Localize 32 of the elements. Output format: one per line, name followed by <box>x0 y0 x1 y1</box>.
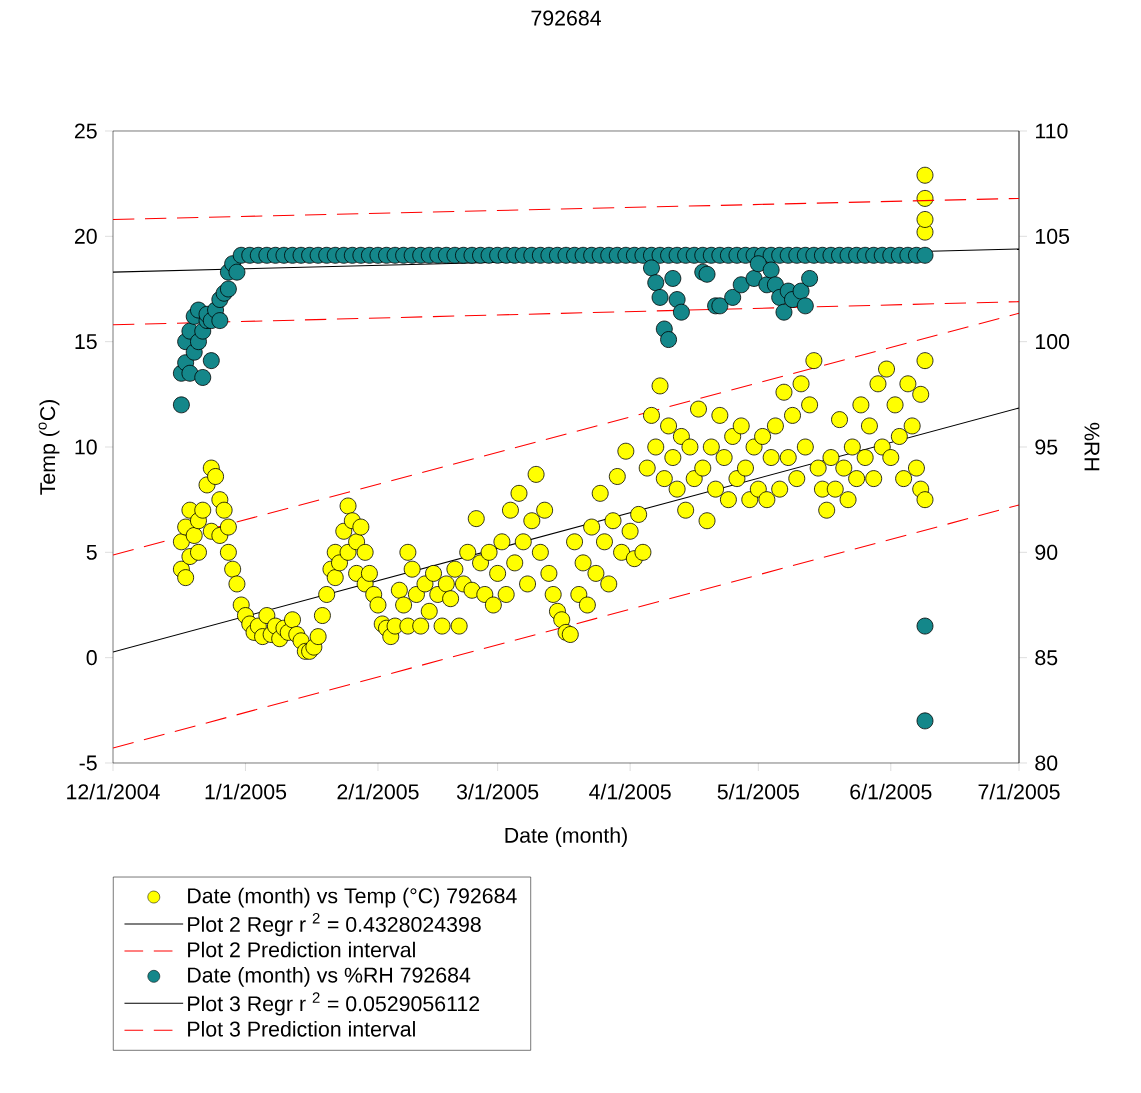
y2-tick-label: 95 <box>1035 439 1058 455</box>
y2-axis-title: %RH <box>1084 422 1100 471</box>
y-tick-label: 0 <box>86 650 97 666</box>
legend-label: Plot 2 Regr r $^{2}$ = 0.4328024398 <box>188 913 481 937</box>
x-tick-label: 5/1/2005 <box>717 783 799 800</box>
x-tick-label: 12/1/2004 <box>67 783 160 800</box>
y2-tick-label: 105 <box>1036 228 1070 244</box>
y2-tick-label: 100 <box>1036 334 1070 350</box>
legend-label: Plot 2 Prediction interval <box>188 941 415 958</box>
y-tick-label: 5 <box>86 544 97 560</box>
y2-tick-label: 110 <box>1036 123 1068 139</box>
y-axis-title: Temp ($^{o}$C) <box>38 400 60 495</box>
y2-tick-label: 85 <box>1035 650 1058 666</box>
legend-label: Plot 3 Regr r $^{2}$ = 0.0529056112 <box>188 992 480 1016</box>
x-axis-title: Date (month) <box>505 827 627 848</box>
x-tick-label: 6/1/2005 <box>850 783 932 800</box>
x-tick-label: 4/1/2005 <box>589 783 671 800</box>
y2-tick-label: 90 <box>1035 544 1058 560</box>
x-tick-label: 7/1/2005 <box>978 783 1060 800</box>
y-tick-label: -5 <box>79 755 97 771</box>
y2-tick-label: 80 <box>1035 755 1058 771</box>
legend-label: Date (month) vs %RH 792684 <box>188 967 471 987</box>
y-tick-label: 25 <box>74 123 97 139</box>
y-tick-label: 10 <box>75 439 97 455</box>
y-tick-label: 20 <box>74 228 97 244</box>
x-tick-label: 2/1/2005 <box>337 783 419 800</box>
chart-title: 792684 <box>531 10 601 26</box>
legend-label: Date (month) vs Temp (°C) 792684 <box>188 887 517 908</box>
legend-label: Plot 3 Prediction interval <box>188 1020 415 1037</box>
x-tick-label: 3/1/2005 <box>456 783 539 800</box>
y-tick-label: 15 <box>75 334 97 350</box>
x-tick-label: 1/1/2005 <box>205 783 287 800</box>
